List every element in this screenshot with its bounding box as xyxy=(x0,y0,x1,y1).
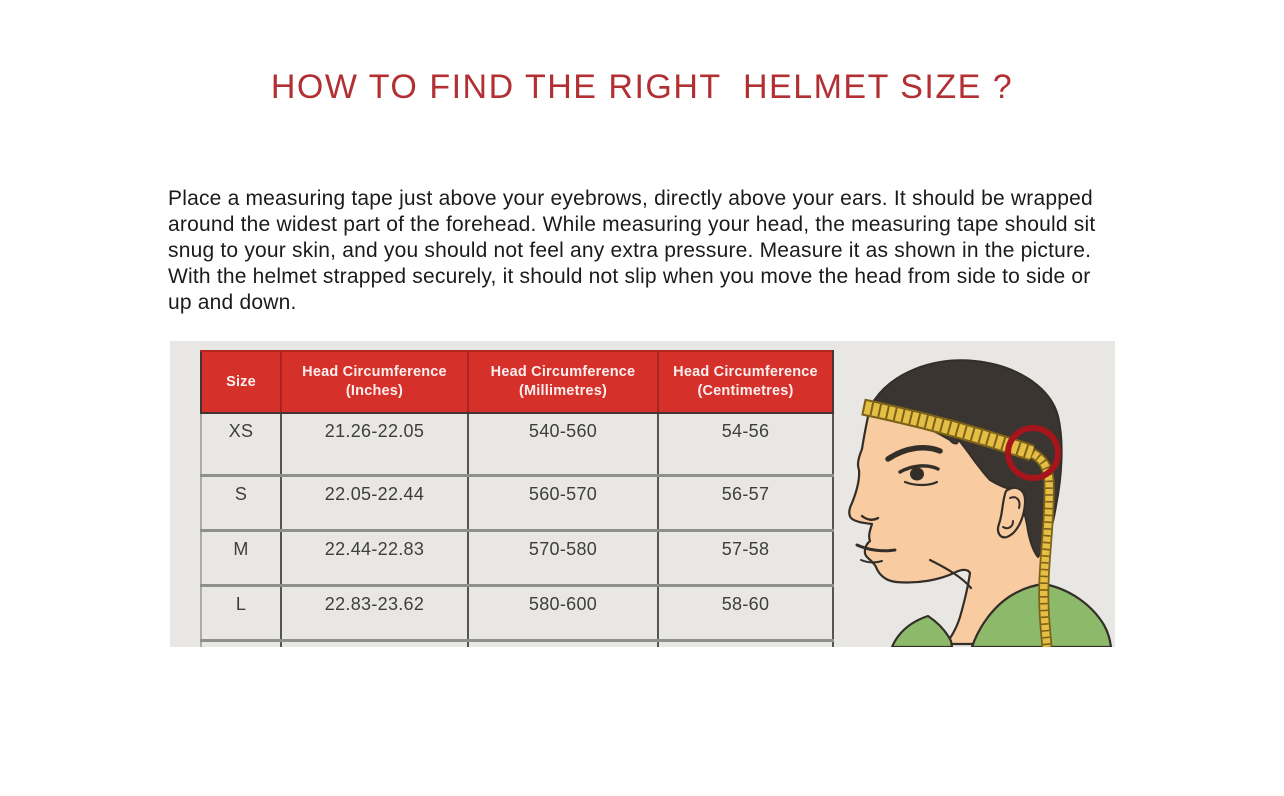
measuring-tape-band xyxy=(861,398,1035,462)
cell-inches: 22.44-22.83 xyxy=(280,529,468,586)
shirt-collar-left xyxy=(890,614,954,647)
cell-inches: 22.05-22.44 xyxy=(280,474,468,531)
cell-inches: 23.62 xyxy=(280,639,468,647)
cell-inches: 21.26-22.05 xyxy=(280,413,468,476)
table-row-xs: XS 21.26-22.05 540-560 54-56 xyxy=(200,413,834,476)
head-measurement-illustration xyxy=(848,359,1113,647)
jaw-crease-line xyxy=(928,558,973,590)
eyebrow xyxy=(885,444,943,462)
cell-millimetres: 540-560 xyxy=(467,413,658,476)
intro-line: With the helmet strapped securely, it sh… xyxy=(168,265,1091,288)
size-chart-panel: Size Head Circumference (Inches) Head Ci… xyxy=(170,341,1115,647)
col-header-centimetres: Head Circumference (Centimetres) xyxy=(657,350,834,414)
cell-size: XL xyxy=(200,639,281,647)
table-row-m: M 22.44-22.83 570-580 57-58 xyxy=(200,529,834,586)
intro-line: around the widest part of the forehead. … xyxy=(168,213,1096,236)
table-row-l: L 22.83-23.62 580-600 58-60 xyxy=(200,584,834,641)
ear-lobe-line xyxy=(1002,520,1014,530)
cell-size: S xyxy=(200,474,281,531)
cell-centimetres: 57-58 xyxy=(657,529,834,586)
eye-lower-lid xyxy=(903,480,939,487)
col-header-millimetres: Head Circumference (Millimetres) xyxy=(467,350,658,414)
intro-line: up and down. xyxy=(168,291,297,314)
table-row-s: S 22.05-22.44 560-570 56-57 xyxy=(200,474,834,531)
cell-inches: 22.83-23.62 xyxy=(280,584,468,641)
hair xyxy=(869,359,1063,558)
col-header-inches: Head Circumference (Inches) xyxy=(280,350,468,414)
cell-size: XS xyxy=(200,413,281,476)
cell-millimetres: 560-570 xyxy=(467,474,658,531)
mouth-line xyxy=(855,543,897,553)
cell-millimetres: 570-580 xyxy=(467,529,658,586)
cell-millimetres: 580-600 xyxy=(467,584,658,641)
col-header-size: Size xyxy=(200,350,281,414)
cell-millimetres: 600 xyxy=(467,639,658,647)
intro-paragraph: Place a measuring tape just above your e… xyxy=(168,186,1148,316)
table-row-xl: XL 23.62 600 60 xyxy=(200,639,834,647)
ear-inner-line xyxy=(1009,496,1021,509)
red-circle-highlight xyxy=(1005,425,1061,481)
intro-line: snug to your skin, and you should not fe… xyxy=(168,239,1092,262)
nostril-line xyxy=(860,514,880,521)
lower-lip-line xyxy=(860,559,883,564)
cell-size: L xyxy=(200,584,281,641)
page-title: HOW TO FIND THE RIGHT HELMET SIZE ? xyxy=(270,68,1014,106)
measuring-tape-hanging xyxy=(1029,448,1055,647)
cell-centimetres: 60 xyxy=(657,639,834,647)
cell-centimetres: 54-56 xyxy=(657,413,834,476)
cell-centimetres: 58-60 xyxy=(657,584,834,641)
size-table-header-row: Size Head Circumference (Inches) Head Ci… xyxy=(200,350,834,414)
eye-upper-lid xyxy=(898,464,940,474)
size-table: Size Head Circumference (Inches) Head Ci… xyxy=(200,350,834,647)
intro-line: Place a measuring tape just above your e… xyxy=(168,187,1093,210)
cell-centimetres: 56-57 xyxy=(657,474,834,531)
eye-pupil xyxy=(910,467,924,481)
cell-size: M xyxy=(200,529,281,586)
